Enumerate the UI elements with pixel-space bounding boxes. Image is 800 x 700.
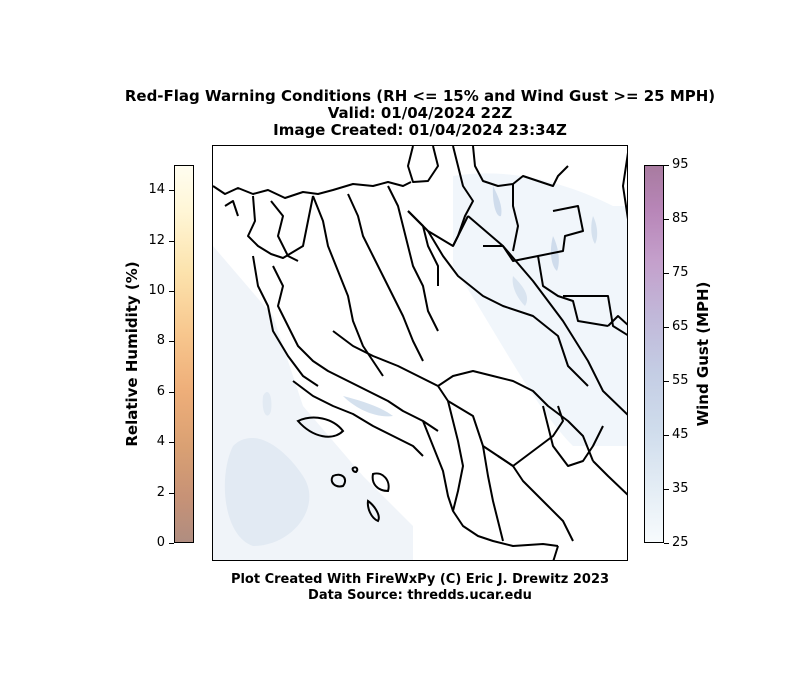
colorbar-tick-mark [664, 273, 669, 274]
colorbar-tick-mark [169, 493, 174, 494]
colorbar-tick-label: 35 [672, 481, 689, 496]
colorbar-tick-mark [664, 543, 669, 544]
colorbar-tick-mark [169, 190, 174, 191]
colorbar-tick-label: 4 [156, 434, 165, 449]
colorbar-tick-label: 14 [148, 182, 165, 197]
colorbar-tick-label: 25 [672, 535, 689, 550]
colorbar-tick-label: 0 [156, 535, 165, 550]
colorbar-tick-mark [169, 442, 174, 443]
colorbar-tick-mark [664, 165, 669, 166]
colorbar-tick-label: 95 [672, 157, 689, 172]
plot-footer: Plot Created With FireWxPy (C) Eric J. D… [0, 572, 800, 604]
colorbar-tick-mark [169, 241, 174, 242]
map-svg [213, 146, 627, 560]
wind-gust-colorbar-label: Wind Gust (MPH) [694, 281, 712, 427]
wind-gust-colorbar [644, 165, 664, 543]
colorbar-tick-label: 45 [672, 427, 689, 442]
colorbar-tick-mark [664, 435, 669, 436]
colorbar-tick-label: 55 [672, 373, 689, 388]
title-line-2: Valid: 01/04/2024 22Z [327, 104, 513, 122]
colorbar-tick-mark [169, 543, 174, 544]
rh-colorbar-label: Relative Humidity (%) [123, 261, 141, 447]
colorbar-tick-label: 12 [148, 233, 165, 248]
colorbar-tick-mark [169, 341, 174, 342]
colorbar-tick-mark [664, 219, 669, 220]
map-panel [212, 145, 628, 561]
rh-colorbar [174, 165, 194, 543]
colorbar-tick-label: 2 [156, 485, 165, 500]
colorbar-tick-mark [169, 392, 174, 393]
colorbar-tick-label: 6 [156, 384, 165, 399]
title-line-3: Image Created: 01/04/2024 23:34Z [273, 121, 567, 139]
footer-credit: Plot Created With FireWxPy (C) Eric J. D… [230, 572, 610, 587]
colorbar-tick-mark [169, 291, 174, 292]
colorbar-tick-label: 75 [672, 265, 689, 280]
colorbar-tick-mark [664, 381, 669, 382]
channel-islands [296, 416, 390, 523]
colorbar-tick-label: 8 [156, 333, 165, 348]
footer-source: Data Source: thredds.ucar.edu [308, 588, 532, 603]
title-line-1: Red-Flag Warning Conditions (RH <= 15% a… [124, 87, 716, 105]
wind-gust-shading [213, 173, 627, 560]
colorbar-tick-label: 10 [148, 283, 165, 298]
colorbar-tick-label: 85 [672, 211, 689, 226]
plot-title: Red-Flag Warning Conditions (RH <= 15% a… [0, 88, 800, 139]
colorbar-tick-label: 65 [672, 319, 689, 334]
colorbar-tick-mark [664, 489, 669, 490]
colorbar-tick-mark [664, 327, 669, 328]
county-boundaries [213, 146, 627, 560]
